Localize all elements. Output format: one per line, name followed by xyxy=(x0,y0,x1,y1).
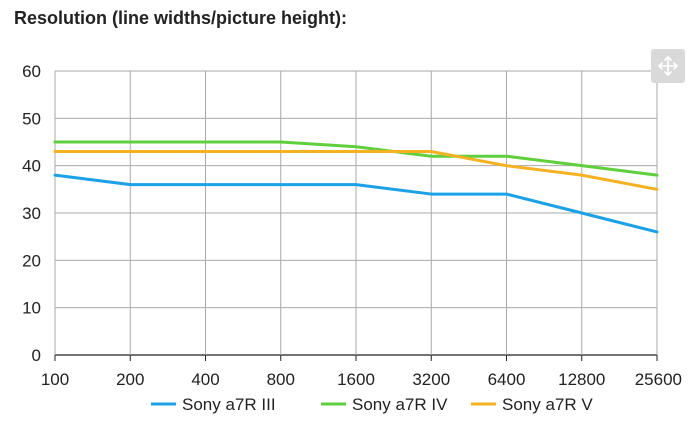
y-tick-label: 60 xyxy=(22,62,41,81)
x-tick-label: 1600 xyxy=(337,370,375,389)
y-tick-label: 40 xyxy=(22,157,41,176)
x-tick-label: 200 xyxy=(116,370,144,389)
move-chart-button[interactable] xyxy=(651,49,685,83)
x-tick-label: 100 xyxy=(41,370,69,389)
y-tick-label: 10 xyxy=(22,299,41,318)
legend-label: Sony a7R III xyxy=(182,395,276,414)
series-line xyxy=(53,149,659,191)
x-tick-label: 25600 xyxy=(635,370,682,389)
x-tick-label: 3200 xyxy=(412,370,450,389)
series-line xyxy=(53,173,659,234)
move-arrows-icon xyxy=(658,56,678,76)
series-line xyxy=(53,140,659,177)
grid-lines xyxy=(54,70,658,361)
y-tick-label: 50 xyxy=(22,109,41,128)
y-tick-label: 30 xyxy=(22,204,41,223)
legend-label: Sony a7R IV xyxy=(352,395,448,414)
series-lines xyxy=(53,140,659,234)
axis-labels: 0 10 20 30 40 50 60 100 200 400 800 1600 3200 6400 128… xyxy=(22,62,682,389)
chart-title: Resolution (line widths/picture height): xyxy=(14,8,347,28)
x-tick-label: 6400 xyxy=(488,370,526,389)
x-tick-label: 800 xyxy=(267,370,295,389)
y-tick-label: 20 xyxy=(22,251,41,270)
y-tick-label: 0 xyxy=(32,346,41,365)
legend: Sony a7R III Sony a7R IV Sony a7R V xyxy=(151,395,593,414)
legend-label: Sony a7R V xyxy=(502,395,593,414)
x-tick-label: 12800 xyxy=(558,370,605,389)
x-tick-label: 400 xyxy=(191,370,219,389)
